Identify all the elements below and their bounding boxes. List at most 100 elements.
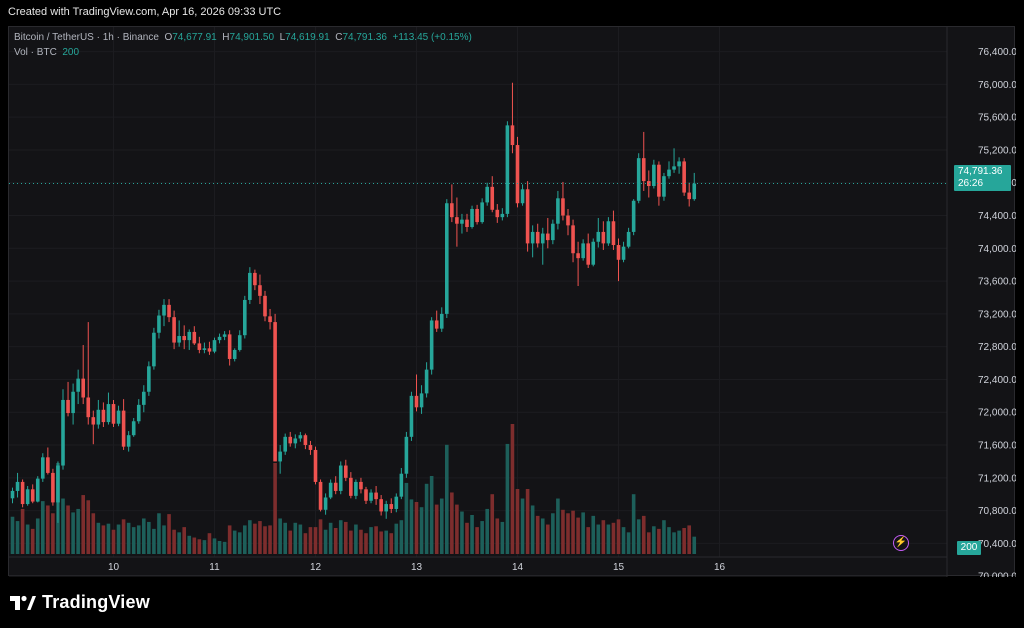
candle-body [404, 436, 409, 474]
candle-body [41, 457, 45, 479]
candle-body [66, 399, 70, 414]
candle-body [192, 331, 197, 344]
candle-body [374, 492, 378, 500]
volume-bar [288, 530, 293, 554]
candle-body [187, 331, 192, 341]
chart-legend: Bitcoin / TetherUS · 1h · Binance O74,67… [14, 30, 472, 60]
candle-body [172, 317, 176, 343]
candlestick-chart[interactable]: 76,400.0076,000.0075,600.0075,200.0074,8… [9, 27, 1016, 577]
y-tick-label: 70,000.00 [978, 572, 1016, 577]
volume-bar [81, 495, 85, 554]
candle-body [591, 241, 596, 265]
candle-body [157, 315, 161, 333]
volume-bar [131, 527, 136, 554]
volume-bar [96, 522, 101, 554]
volume-bar [227, 525, 232, 554]
candle-body [71, 391, 75, 414]
volume-bar [667, 527, 671, 554]
y-tick-label: 71,200.00 [978, 473, 1016, 484]
candle-body [147, 366, 151, 392]
volume-bar [515, 489, 520, 554]
volume-bar [460, 511, 464, 554]
legend-symbol[interactable]: Bitcoin / TetherUS · 1h · Binance [14, 32, 159, 43]
volume-bar [61, 498, 65, 554]
candle-body [652, 164, 656, 187]
last-price-value: 74,791.36 [958, 166, 1003, 177]
candle-body [450, 203, 454, 218]
candle-body [409, 395, 414, 437]
candle-body [495, 209, 500, 218]
candle-body [258, 285, 262, 296]
volume-bar [323, 529, 328, 554]
volume-bar [566, 513, 570, 554]
candle-body [30, 489, 35, 502]
x-tick-label: 16 [714, 562, 726, 573]
volume-bar [30, 528, 35, 554]
lightning-bolt-icon[interactable]: ⚡ [893, 535, 909, 551]
volume-bar [308, 527, 313, 554]
candle-body [596, 231, 601, 242]
volume-bar [621, 527, 626, 554]
volume-bar [313, 527, 318, 554]
candle-body [232, 349, 237, 359]
x-tick-label: 12 [310, 562, 322, 573]
volume-bar [20, 508, 25, 554]
volume-bar [551, 513, 555, 554]
volume-bar [611, 522, 616, 554]
brand-name: TradingView [42, 592, 150, 612]
volume-bar [293, 522, 298, 554]
volume-bar [495, 518, 500, 554]
volume-bar [399, 520, 404, 554]
volume-bar [606, 524, 611, 554]
volume-bar [404, 482, 409, 554]
candle-body [328, 482, 333, 498]
volume-bar [596, 524, 601, 554]
candle-body [581, 243, 585, 259]
volume-bar [10, 516, 15, 554]
volume-bar [439, 498, 444, 554]
volume-bar [253, 523, 257, 554]
chart-area[interactable]: 76,400.0076,000.0075,600.0075,200.0074,8… [8, 26, 1016, 577]
legend-vol-label[interactable]: Vol · BTC [14, 47, 57, 58]
volume-bar [116, 524, 121, 554]
candle-body [586, 243, 590, 265]
volume-bar [222, 541, 227, 554]
candle-body [25, 489, 30, 505]
candle-body [56, 465, 60, 503]
candle-body [616, 245, 621, 260]
volume-bar [677, 530, 681, 554]
volume-bar [465, 522, 469, 554]
x-tick-label: 11 [209, 562, 220, 573]
volume-bar [530, 505, 535, 554]
volume-bar [237, 532, 242, 554]
candle-body [344, 465, 348, 478]
volume-bar [672, 532, 676, 554]
volume-bar [268, 525, 272, 554]
volume-bar [258, 521, 262, 554]
volume-bar [434, 504, 439, 554]
volume-bar [500, 521, 505, 554]
candle-body [576, 253, 580, 259]
candle-body [121, 410, 126, 447]
candle-body [167, 304, 171, 318]
last-price-tag: 74,791.36 26:26 [954, 165, 1011, 191]
candle-body [439, 313, 444, 329]
volume-tag: 200 [957, 541, 981, 555]
candle-body [237, 335, 242, 350]
volume-bar [359, 529, 363, 554]
volume-bar [409, 499, 414, 554]
volume-bar [66, 505, 70, 554]
candle-body [520, 189, 525, 204]
candle-body [51, 472, 55, 503]
volume-bar [636, 519, 641, 554]
volume-bar [424, 483, 429, 554]
candle-body [566, 215, 570, 226]
candle-body [217, 336, 222, 341]
candle-body [424, 369, 429, 394]
volume-bar [328, 522, 333, 554]
volume-bar [419, 507, 424, 554]
candle-body [162, 304, 166, 316]
candle-body [142, 391, 146, 405]
candle-body [556, 198, 560, 224]
volume-bar [591, 515, 596, 554]
